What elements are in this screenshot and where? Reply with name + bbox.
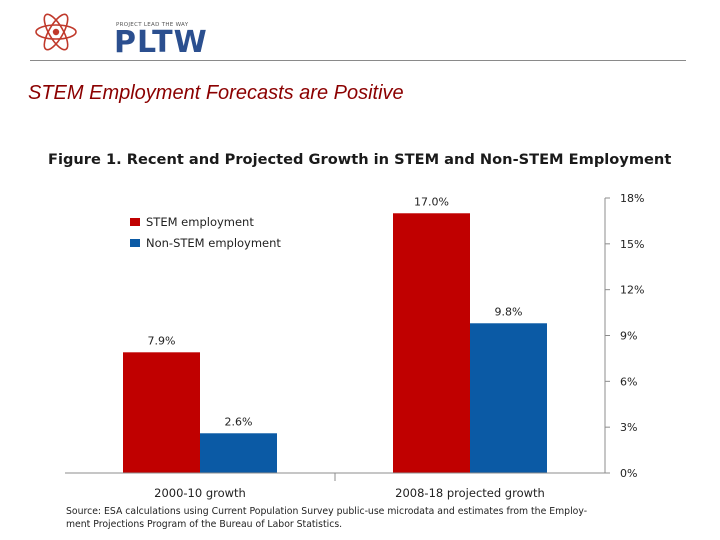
category-label-0: 2000-10 growth (154, 486, 246, 500)
y-tick-label: 0% (620, 467, 637, 480)
legend-swatch-non-stem (130, 239, 140, 247)
legend-label-stem: STEM employment (146, 215, 254, 229)
y-tick-label: 18% (620, 192, 644, 205)
bar-stem-1 (393, 213, 470, 473)
data-label-stem-0: 7.9% (148, 334, 176, 347)
atom-icon (35, 13, 77, 51)
y-tick-label: 9% (620, 330, 637, 343)
source-line-1: Source: ESA calculations using Current P… (66, 506, 587, 517)
chart-title: Figure 1. Recent and Projected Growth in… (48, 151, 671, 168)
pltw-logo: PROJECT LEAD THE WAY PLTW (34, 6, 207, 58)
legend-swatch-stem (130, 218, 140, 226)
category-label-1: 2008-18 projected growth (395, 486, 545, 500)
slide-title: STEM Employment Forecasts are Positive (28, 82, 404, 104)
bar-non-stem-1 (470, 323, 547, 473)
y-tick-label: 15% (620, 238, 644, 251)
y-tick-label: 12% (620, 284, 644, 297)
y-tick-label: 6% (620, 375, 637, 388)
bar-non-stem-0 (200, 433, 277, 473)
bar-stem-0 (123, 352, 200, 473)
header-divider (30, 60, 686, 61)
data-label-stem-1: 17.0% (414, 195, 449, 208)
y-tick-label: 3% (620, 421, 637, 434)
data-label-non-stem-0: 2.6% (225, 415, 253, 428)
data-label-non-stem-1: 9.8% (495, 305, 523, 318)
legend-label-non-stem: Non-STEM employment (146, 236, 281, 250)
logo-tagline: PROJECT LEAD THE WAY (116, 22, 189, 28)
source-line-2: ment Projections Program of the Bureau o… (66, 519, 342, 530)
logo-wordmark: PLTW (114, 25, 208, 60)
